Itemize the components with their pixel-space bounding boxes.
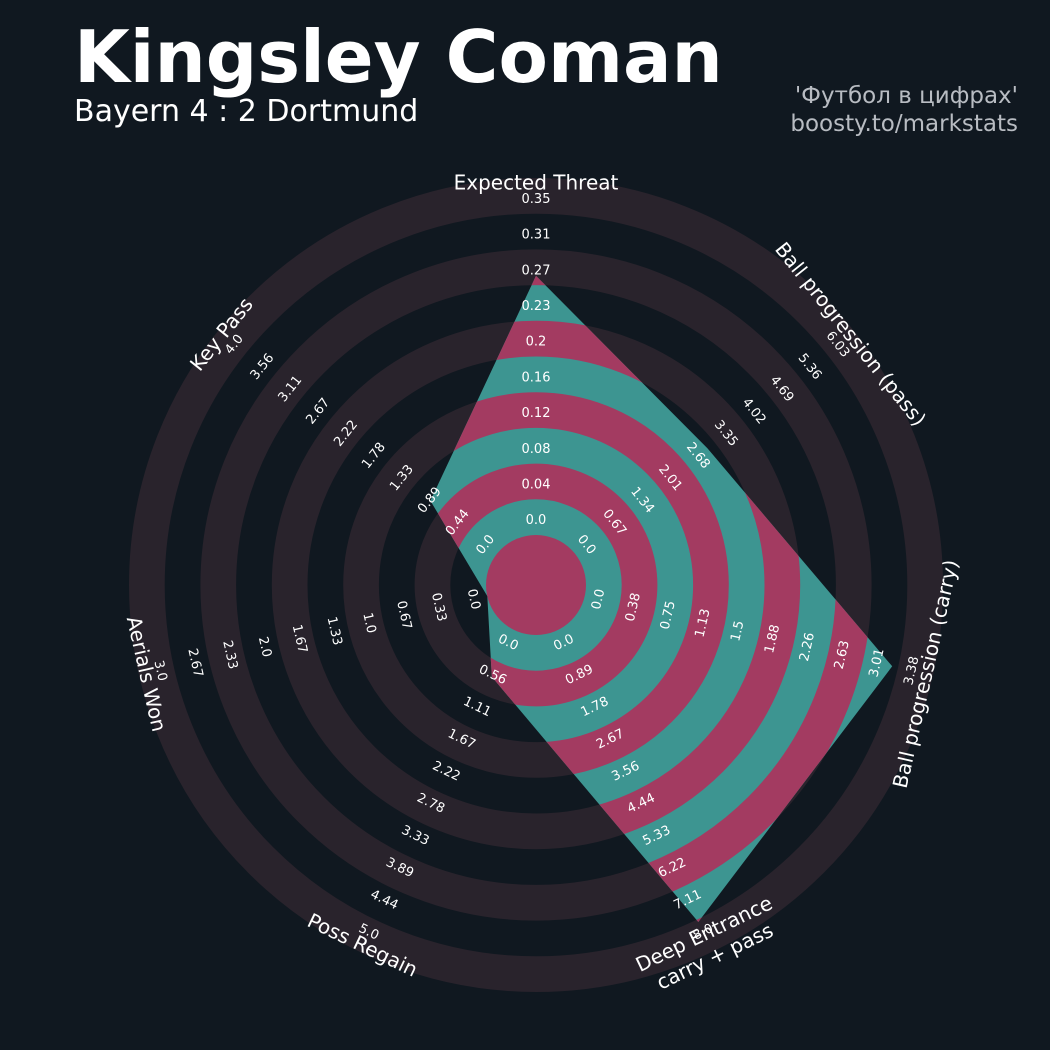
tick-label: 2.26: [797, 631, 818, 663]
tick-label: 2.63: [832, 639, 853, 671]
tick-label: 3.0: [150, 659, 169, 683]
tick-label: 0.2: [526, 335, 547, 350]
tick-label: 0.23: [522, 299, 551, 314]
parameter-label: Expected Threat: [454, 171, 619, 195]
tick-label: 2.22: [430, 759, 463, 785]
tick-label: 0.0: [589, 588, 608, 612]
tick-label: 4.44: [368, 887, 401, 913]
tick-label: 1.67: [289, 623, 310, 655]
tick-label: 0.12: [522, 406, 551, 421]
tick-label: 3.01: [867, 647, 888, 679]
tick-label: 0.0: [464, 588, 483, 612]
tick-label: 1.0: [359, 611, 378, 635]
credit-source-name: 'Футбол в цифрах': [794, 83, 1018, 109]
tick-label: 0.27: [522, 263, 551, 278]
tick-label: 0.04: [522, 478, 551, 493]
tick-label: 0.67: [393, 599, 414, 631]
tick-label: 0.75: [658, 599, 679, 631]
center-overlay-disc: [486, 535, 586, 635]
credit-source-url: boosty.to/markstats: [790, 111, 1018, 137]
tick-label: 0.16: [522, 370, 551, 385]
tick-label: 1.5: [728, 619, 747, 643]
player-value-polygon: [430, 275, 893, 922]
tick-label: 3.38: [901, 655, 922, 687]
tick-label: 0.33: [428, 591, 449, 623]
tick-label: 1.88: [762, 623, 783, 655]
tick-label: 2.0: [255, 635, 274, 659]
background-ring-band: [200, 249, 872, 921]
tick-label: 1.11: [461, 694, 494, 720]
player-name-title: Kingsley Coman: [74, 15, 723, 99]
tick-label: 3.33: [399, 823, 432, 849]
tick-label: 0.08: [522, 442, 551, 457]
tick-label: 1.13: [693, 607, 714, 639]
background-ring-band: [129, 178, 943, 992]
match-score-subtitle: Bayern 4 : 2 Dortmund: [74, 94, 419, 129]
tick-label: 0.31: [522, 228, 551, 243]
parameter-label-line: Expected Threat: [454, 171, 619, 195]
tick-label: 0.38: [623, 591, 644, 623]
tick-label: 2.67: [184, 647, 205, 679]
tick-label: 1.33: [324, 615, 345, 647]
tick-label: 0.35: [522, 192, 551, 207]
tick-label: 0.0: [526, 513, 547, 528]
tick-label: 2.33: [219, 639, 240, 671]
